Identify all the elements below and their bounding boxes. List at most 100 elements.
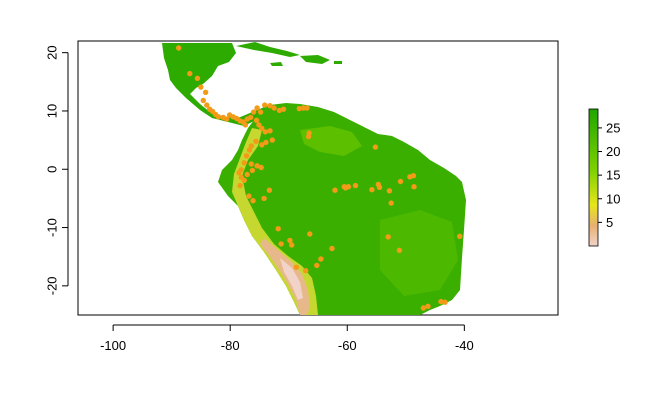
occurrence-point — [250, 198, 256, 204]
occurrence-point — [263, 139, 269, 146]
brazilian-plateau — [380, 210, 458, 296]
occurrence-point — [306, 130, 312, 136]
jamaica-island — [270, 62, 283, 66]
legend-tick-label: 25 — [606, 120, 620, 135]
occurrence-point — [314, 262, 320, 269]
elevation-legend: 5 10 15 20 25 — [588, 108, 620, 247]
occurrence-point — [372, 144, 379, 150]
occurrence-point — [253, 117, 260, 124]
occurrence-point — [215, 114, 222, 120]
occurrence-point — [345, 184, 352, 190]
occurrence-point — [410, 173, 417, 179]
occurrence-point — [254, 105, 260, 111]
y-tick-label: 20 — [45, 45, 60, 59]
occurrence-point — [276, 107, 283, 114]
puerto-rico-island — [334, 61, 342, 64]
hispaniola-island — [300, 55, 330, 64]
occurrence-point — [293, 264, 299, 270]
y-tick-label: 0 — [45, 166, 60, 173]
occurrence-point — [275, 226, 281, 232]
legend-tick-label: 10 — [606, 191, 620, 206]
occurrence-point — [457, 233, 463, 239]
occurrence-point — [388, 200, 394, 206]
occurrence-point — [249, 167, 256, 174]
occurrence-point — [411, 184, 417, 190]
occurrence-point — [352, 182, 359, 189]
occurrence-point — [396, 247, 403, 253]
occurrence-point — [341, 184, 347, 190]
occurrence-point — [241, 160, 247, 166]
occurrence-point — [267, 128, 273, 134]
occurrence-point — [258, 164, 264, 171]
occurrence-point — [198, 84, 204, 90]
occurrence-point — [236, 170, 242, 176]
occurrence-point — [243, 153, 250, 159]
x-tick-label: -100 — [100, 338, 126, 353]
y-axis: 20 10 0 -10 -20 — [45, 45, 69, 295]
occurrence-point — [397, 178, 404, 185]
occurrence-point — [269, 137, 275, 143]
occurrence-point — [250, 109, 257, 115]
occurrence-point — [278, 241, 284, 247]
occurrence-point — [248, 161, 254, 167]
occurrence-point — [442, 299, 448, 305]
occurrence-point — [287, 237, 293, 244]
occurrence-point — [237, 182, 243, 189]
occurrence-point — [267, 103, 273, 109]
occurrence-point — [248, 114, 254, 121]
occurrence-point — [318, 256, 324, 262]
central-america-land — [162, 43, 272, 126]
y-tick-label: -10 — [45, 218, 60, 237]
legend-ticks: 5 10 15 20 25 — [598, 120, 620, 230]
occurrence-point — [376, 184, 383, 190]
occurrence-point — [248, 143, 254, 149]
x-tick-label: -60 — [338, 338, 357, 353]
occurrence-point — [253, 138, 259, 144]
occurrence-point — [438, 298, 444, 305]
occurrence-point — [262, 102, 268, 108]
occurrence-point — [187, 70, 193, 77]
occurrence-point — [224, 116, 230, 122]
occurrence-point — [176, 45, 182, 51]
occurrence-point — [369, 187, 375, 193]
x-tick-label: -80 — [221, 338, 240, 353]
occurrence-point — [266, 187, 273, 193]
occurrence-point — [261, 195, 267, 202]
occurrence-point — [307, 231, 313, 237]
occurrence-point — [329, 245, 335, 252]
occurrence-point — [194, 75, 201, 82]
occurrence-point — [257, 109, 264, 115]
occurrence-point — [296, 105, 302, 112]
occurrence-point — [241, 177, 247, 183]
occurrence-point — [202, 89, 209, 96]
occurrence-point — [246, 193, 252, 199]
occurrence-points — [176, 45, 463, 311]
legend-tick-label: 20 — [606, 144, 620, 159]
occurrence-point — [420, 305, 427, 311]
legend-tick-label: 5 — [606, 215, 613, 230]
guiana-highlands — [300, 126, 362, 156]
occurrence-point — [242, 122, 249, 128]
occurrence-point — [271, 105, 277, 111]
occurrence-point — [244, 171, 250, 178]
andes-high-peaks — [280, 258, 303, 300]
occurrence-point — [254, 163, 260, 169]
occurrence-point — [425, 303, 431, 309]
x-tick-label: -40 — [455, 338, 474, 353]
occurrence-point — [259, 142, 265, 148]
occurrence-point — [304, 105, 310, 111]
legend-colorbar — [588, 108, 599, 247]
occurrence-point — [332, 187, 338, 193]
occurrence-point — [246, 147, 253, 153]
y-tick-label: 10 — [45, 104, 60, 118]
occurrence-point — [303, 268, 309, 274]
occurrence-point — [289, 242, 295, 248]
y-tick-label: -20 — [45, 276, 60, 295]
x-axis: -100 -80 -60 -40 — [100, 324, 474, 353]
occurrence-point — [280, 106, 287, 112]
legend-tick-label: 15 — [606, 168, 620, 183]
occurrence-point — [386, 188, 393, 194]
occurrence-point — [204, 102, 210, 108]
occurrence-point — [385, 234, 391, 240]
